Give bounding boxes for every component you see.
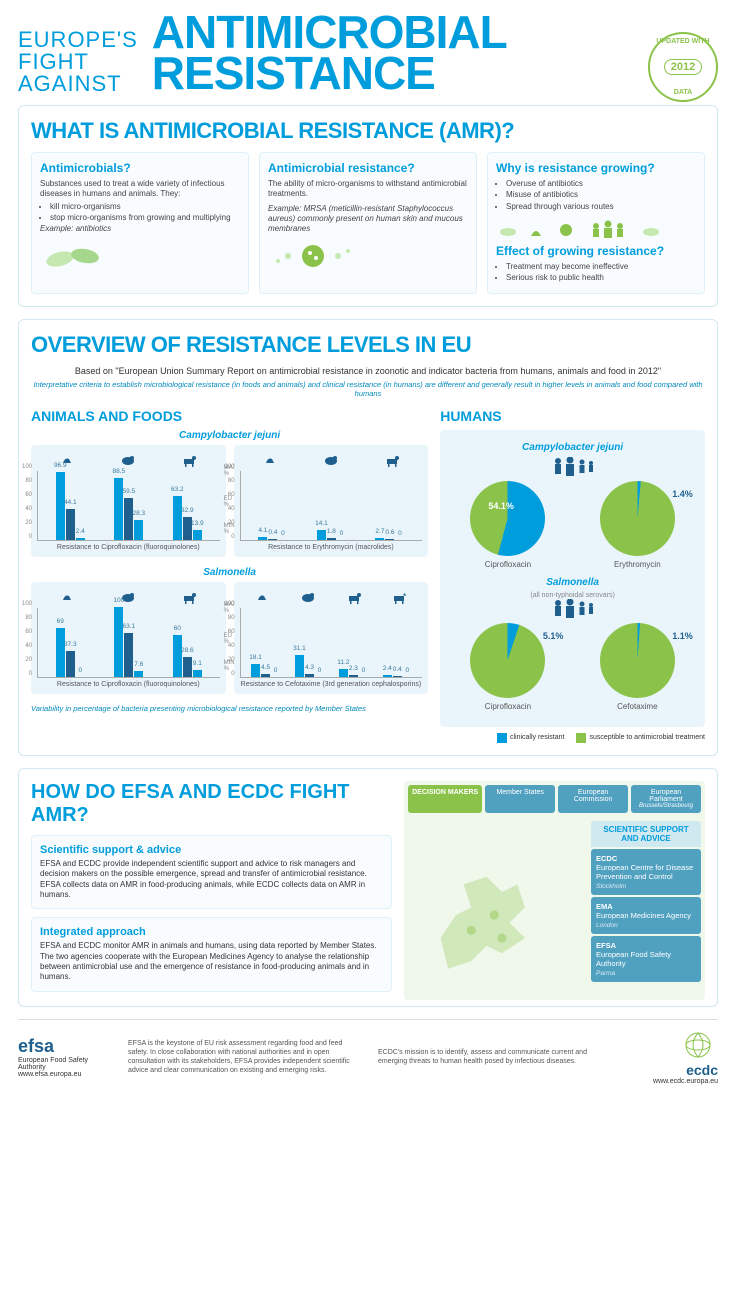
bar: 60 — [173, 635, 182, 677]
section-title: WHAT IS ANTIMICROBIAL RESISTANCE (AMR)? — [31, 118, 705, 144]
map-icon — [404, 846, 585, 999]
bar: 2.3 — [349, 675, 358, 677]
bar: 11.2 — [339, 669, 348, 677]
bar: 63.2 — [173, 496, 182, 540]
page-header: EUROPE'S FIGHT AGAINST ANTIMICROBIAL RES… — [18, 12, 718, 95]
pie-chart: 1.1% Cefotaxime — [578, 623, 697, 711]
pie-chart: 54.1% Ciprofloxacin — [448, 481, 567, 569]
animal-icon — [384, 451, 400, 467]
bar-chart: 0204060801004.10.4014.11.802.70.60 Resis… — [234, 445, 429, 557]
col-antimicrobials: Antimicrobials? Substances used to treat… — [31, 152, 249, 294]
animal-icon — [181, 588, 197, 604]
sci-box: EFSAEuropean Food Safety AuthorityParma — [591, 936, 701, 982]
bar: 9.1 — [193, 670, 202, 676]
section-title: OVERVIEW OF RESISTANCE LEVELS IN EU — [31, 332, 705, 358]
col-why-effect: Why is resistance growing? Overuse of an… — [487, 152, 705, 294]
info-box: Scientific support & adviceEFSA and ECDC… — [31, 835, 392, 910]
header-prefix: EUROPE'S FIGHT AGAINST — [18, 29, 138, 95]
animal-icon — [59, 588, 75, 604]
bar: 2.7 — [375, 538, 384, 540]
section-what-is-amr: WHAT IS ANTIMICROBIAL RESISTANCE (AMR)? … — [18, 105, 718, 307]
animal-icon — [120, 451, 136, 467]
animal-icon — [323, 451, 339, 467]
bar: 69 — [56, 628, 65, 676]
bar: 28.3 — [134, 520, 143, 540]
bar: 59.5 — [124, 498, 133, 540]
dm-box: European ParliamentBrussels/Strasbourg — [631, 785, 701, 813]
bar: 4.1 — [258, 537, 267, 540]
bar: 13.9 — [193, 530, 202, 540]
animal-icon — [391, 588, 407, 604]
humans-panel: Campylobacter jejuni 54.1% Ciprofloxacin… — [440, 430, 705, 727]
info-box: Integrated approachEFSA and ECDC monitor… — [31, 917, 392, 992]
bar: 18.1 — [251, 664, 260, 677]
efsa-logo: efsa European Food Safety Authority www.… — [18, 1036, 108, 1078]
animal-icon — [346, 588, 362, 604]
family-icon — [448, 457, 697, 477]
animal-icon — [254, 588, 270, 604]
spread-icon — [496, 218, 696, 240]
dm-box: Member States — [485, 785, 555, 813]
page-footer: efsa European Food Safety Authority www.… — [18, 1019, 718, 1095]
bar: 14.1 — [317, 530, 326, 540]
pie-chart: 5.1% Ciprofloxacin — [448, 623, 567, 711]
bar: 100 — [114, 607, 123, 677]
family-icon — [448, 599, 697, 619]
col-resistance: Antimicrobial resistance? The ability of… — [259, 152, 477, 294]
section-fight-amr: HOW DO EFSA AND ECDC FIGHT AMR? Scientif… — [18, 768, 718, 1007]
bar: 31.1 — [295, 655, 304, 677]
microbe-icon — [268, 241, 468, 271]
bar: 7.6 — [134, 671, 143, 676]
dm-label: DECISION MAKERS — [408, 785, 482, 813]
year-badge: UPDATED WITH 2012 DATA — [648, 32, 718, 102]
bar: 28.6 — [183, 657, 192, 677]
ecdc-logo: ecdc www.ecdc.europa.eu — [628, 1030, 718, 1085]
bar: 37.3 — [66, 651, 75, 677]
europe-map-panel: DECISION MAKERS Member StatesEuropean Co… — [404, 781, 705, 1000]
bar-chart: 02040608010096.944.12.488.559.528.363.23… — [31, 445, 226, 557]
bar: 4.3 — [305, 674, 314, 677]
animal-icon — [300, 588, 316, 604]
bar: 2.4 — [383, 675, 392, 677]
section-overview: OVERVIEW OF RESISTANCE LEVELS IN EU Base… — [18, 319, 718, 756]
dm-box: European Commission — [558, 785, 628, 813]
animal-icon — [262, 451, 278, 467]
bar: 2.4 — [76, 538, 85, 540]
pie-legend: clinically resistantsusceptible to antim… — [440, 733, 705, 743]
bar-chart: 0204060801006937.3010063.17.66028.69.1 M… — [31, 582, 226, 694]
animal-icon — [181, 451, 197, 467]
sci-box: EMAEuropean Medicines AgencyLondon — [591, 897, 701, 934]
header-main: ANTIMICROBIAL RESISTANCE — [152, 12, 507, 95]
bar: 88.5 — [114, 478, 123, 540]
sci-box: ECDCEuropean Centre for Disease Preventi… — [591, 849, 701, 895]
bar-chart: 02040608010018.14.5031.14.3011.22.302.40… — [234, 582, 429, 694]
bar: 44.1 — [66, 509, 75, 540]
bar: 1.8 — [327, 538, 336, 539]
pie-chart: 1.4% Erythromycin — [578, 481, 697, 569]
pills-icon — [40, 241, 240, 271]
bar: 4.5 — [261, 674, 270, 677]
bar: 63.1 — [124, 633, 133, 677]
